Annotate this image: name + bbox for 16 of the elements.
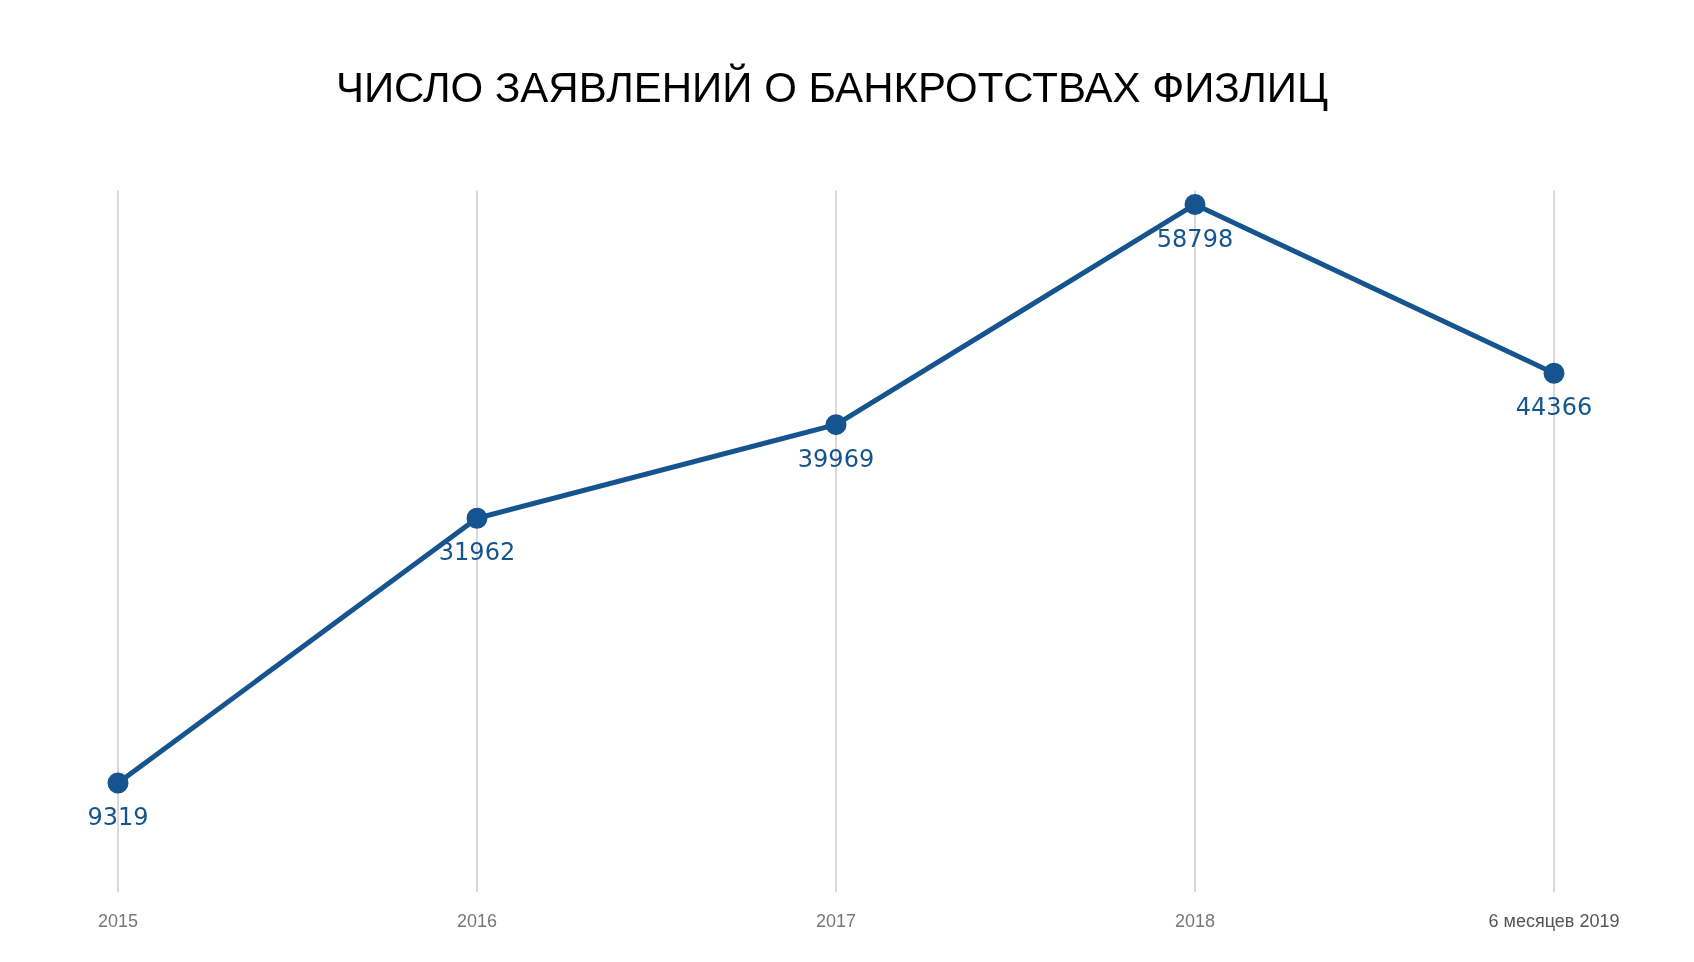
data-label: 31962 <box>438 538 516 567</box>
point <box>1543 362 1565 384</box>
point <box>107 772 129 794</box>
point <box>1184 193 1206 215</box>
x-tick-label: 6 месяцев 2019 <box>1488 910 1620 931</box>
data-label: 9319 <box>87 803 149 832</box>
point <box>466 507 488 529</box>
x-tick-label: 2018 <box>1174 910 1216 931</box>
x-tick-label: 2015 <box>97 910 139 931</box>
point <box>825 414 847 436</box>
data-label: 58798 <box>1156 224 1234 253</box>
data-label: 44366 <box>1515 393 1593 422</box>
x-tick-label: 2016 <box>456 910 498 931</box>
chart-title: ЧИСЛО ЗАЯВЛЕНИЙ О БАНКРОТСТВАХ ФИЗЛИЦ <box>335 62 1329 111</box>
data-label: 39969 <box>797 444 875 473</box>
x-tick-label: 2017 <box>815 910 857 931</box>
